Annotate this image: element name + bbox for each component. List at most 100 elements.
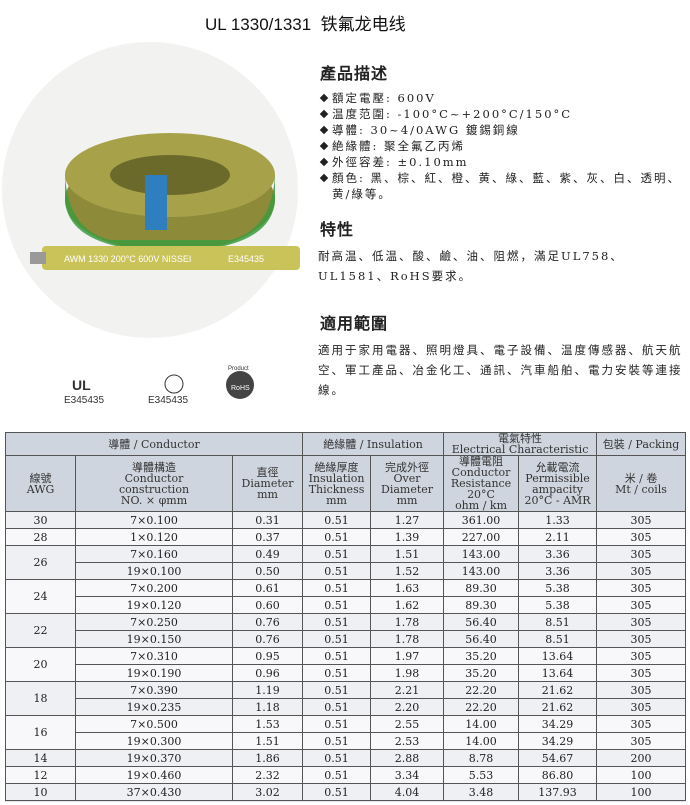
table-cell: 86.80: [518, 766, 598, 784]
table-cell: 4.04: [370, 783, 445, 801]
header-text: 包裝 / Packing: [602, 437, 680, 451]
table-cell: 0.51: [302, 647, 372, 665]
header-text: ampacity: [532, 482, 583, 496]
table-cell: 7×0.310: [75, 647, 233, 665]
table-cell: 305: [596, 545, 687, 563]
group-header: 絶緣體 / Insulation: [302, 432, 445, 456]
table-cell: 7×0.200: [75, 579, 233, 597]
table-cell: 100: [596, 766, 687, 784]
header-text: Insulation: [308, 471, 365, 485]
table-row: 19×0.120 0.60 0.51 1.62 89.30 5.38 305: [6, 596, 687, 614]
column-header: 絶緣厚度 Insulation Thickness mm: [302, 455, 372, 512]
header-text: 電氣特性: [498, 432, 543, 445]
table-cell: 0.31: [231, 511, 304, 529]
awg-cell: 28: [5, 528, 76, 546]
table-cell: 1.52: [370, 562, 445, 580]
table-cell: 3.34: [370, 766, 445, 784]
table-row: 19×0.300 1.51 0.51 2.53 14.00 34.29 305: [6, 732, 687, 750]
table-cell: 8.78: [443, 749, 520, 767]
table-row: 18 7×0.390 1.19 0.51 2.21 22.20 21.62 305: [5, 681, 687, 716]
table-cell: 0.61: [231, 579, 304, 597]
table-row: 24 7×0.200 0.61 0.51 1.63 89.30 5.38 305: [5, 579, 687, 614]
table-row: 19×0.100 0.50 0.51 1.52 143.00 3.36 305: [6, 562, 687, 580]
awg-cell: 30: [5, 511, 76, 529]
table-cell: 2.55: [370, 715, 445, 733]
table-cell: 14.00: [443, 732, 520, 750]
group-header: 包裝 / Packing: [596, 432, 687, 456]
table-cell: 19×0.370: [75, 749, 233, 767]
description-item: 温度范圍: -100°C~+200°C/150°C: [318, 106, 683, 122]
product-image: AWM 1330 200°C 600V NISSEI E345435 UL E3…: [2, 42, 300, 406]
table-cell: 19×0.150: [75, 630, 233, 648]
table-cell: 2.20: [370, 698, 445, 716]
table-cell: 1.63: [370, 579, 445, 597]
table-cell: 1.86: [231, 749, 304, 767]
table-cell: 305: [596, 511, 687, 529]
rohs-logo: [226, 371, 254, 399]
table-cell: 0.51: [302, 562, 372, 580]
table-cell: 19×0.190: [75, 664, 233, 682]
header-text: ohm / km: [455, 499, 507, 512]
section-heading: 產品描述: [320, 64, 389, 83]
table-cell: 143.00: [443, 545, 520, 563]
column-header: 導體電阻 Conductor Resistance 20°C ohm / km: [443, 455, 520, 512]
table-cell: 22.20: [443, 681, 520, 699]
table-cell: 2.32: [231, 766, 304, 784]
header-text: Thickness: [308, 482, 365, 496]
header-text: Conductor: [124, 471, 184, 485]
header-text: Diameter: [381, 482, 434, 496]
table-cell: 1.19: [231, 681, 304, 699]
table-cell: 0.49: [231, 545, 304, 563]
table-cell: 1.27: [370, 511, 445, 529]
table-cell: 305: [596, 562, 687, 580]
group-header: 電氣特性 Electrical Characteristic: [443, 432, 598, 456]
column-header: 線號 AWG: [5, 455, 76, 512]
table-cell: 7×0.390: [75, 681, 233, 699]
table-cell: 1.78: [370, 630, 445, 648]
table-cell: 1.98: [370, 664, 445, 682]
table-cell: 37×0.430: [75, 783, 233, 801]
table-cell: 305: [596, 647, 687, 665]
table-row: 19×0.150 0.76 0.51 1.78 56.40 8.51 305: [6, 630, 687, 648]
table-cell: 305: [596, 596, 687, 614]
table-cell: 34.29: [518, 715, 598, 733]
header-text: mm: [326, 493, 347, 507]
table-cell: 56.40: [443, 630, 520, 648]
table-cell: 0.60: [231, 596, 304, 614]
cert-code: E345435: [148, 395, 188, 406]
header-text: 直徑: [256, 466, 279, 479]
table-cell: 200: [596, 749, 687, 767]
label-sticker: [145, 175, 167, 230]
table-cell: 0.51: [302, 545, 372, 563]
table-cell: 0.51: [302, 630, 372, 648]
table-cell: 137.93: [518, 783, 598, 801]
table-cell: 1.51: [231, 732, 304, 750]
header-text: 米 / 卷: [624, 471, 658, 485]
table-row: 28 1×0.120 0.37 0.51 1.39 227.00 2.11 305: [5, 528, 687, 546]
awg-cell: 26: [5, 545, 76, 580]
table-cell: 0.51: [302, 579, 372, 597]
table-cell: 7×0.100: [75, 511, 233, 529]
table-cell: 5.53: [443, 766, 520, 784]
table-cell: 21.62: [518, 681, 598, 699]
table-cell: 0.51: [302, 596, 372, 614]
table-row: 19×0.190 0.96 0.51 1.98 35.20 13.64 305: [6, 664, 687, 682]
column-header: 允載電流 Permissible ampacity 20°C - AMR: [518, 455, 598, 512]
table-cell: 3.36: [518, 545, 598, 563]
section-heading: 適用範圍: [320, 314, 389, 333]
ul-logo: UL: [72, 377, 91, 393]
spec-table-area: 導體 / Conductor 絶緣體 / Insulation 電氣特性 Electr…: [4, 432, 687, 802]
awg-cell: 24: [5, 579, 76, 614]
header-text: Electrical Characteristic: [451, 443, 589, 456]
table-row: 16 7×0.500 1.53 0.51 2.55 14.00 34.29 305: [5, 715, 687, 750]
table-cell: 35.20: [443, 664, 520, 682]
description-item: 額定電壓: 600V: [318, 90, 683, 106]
column-header: 米 / 卷 Mt / coils: [596, 455, 687, 512]
table-row: 22 7×0.250 0.76 0.51 1.78 56.40 8.51 305: [5, 613, 687, 648]
table-cell: 305: [596, 715, 687, 733]
table-row: 30 7×0.100 0.31 0.51 1.27 361.00 1.33 305: [5, 511, 687, 529]
header-text: mm: [257, 488, 278, 501]
table-cell: 19×0.120: [75, 596, 233, 614]
table-cell: 0.51: [302, 613, 372, 631]
table-cell: 13.64: [518, 647, 598, 665]
